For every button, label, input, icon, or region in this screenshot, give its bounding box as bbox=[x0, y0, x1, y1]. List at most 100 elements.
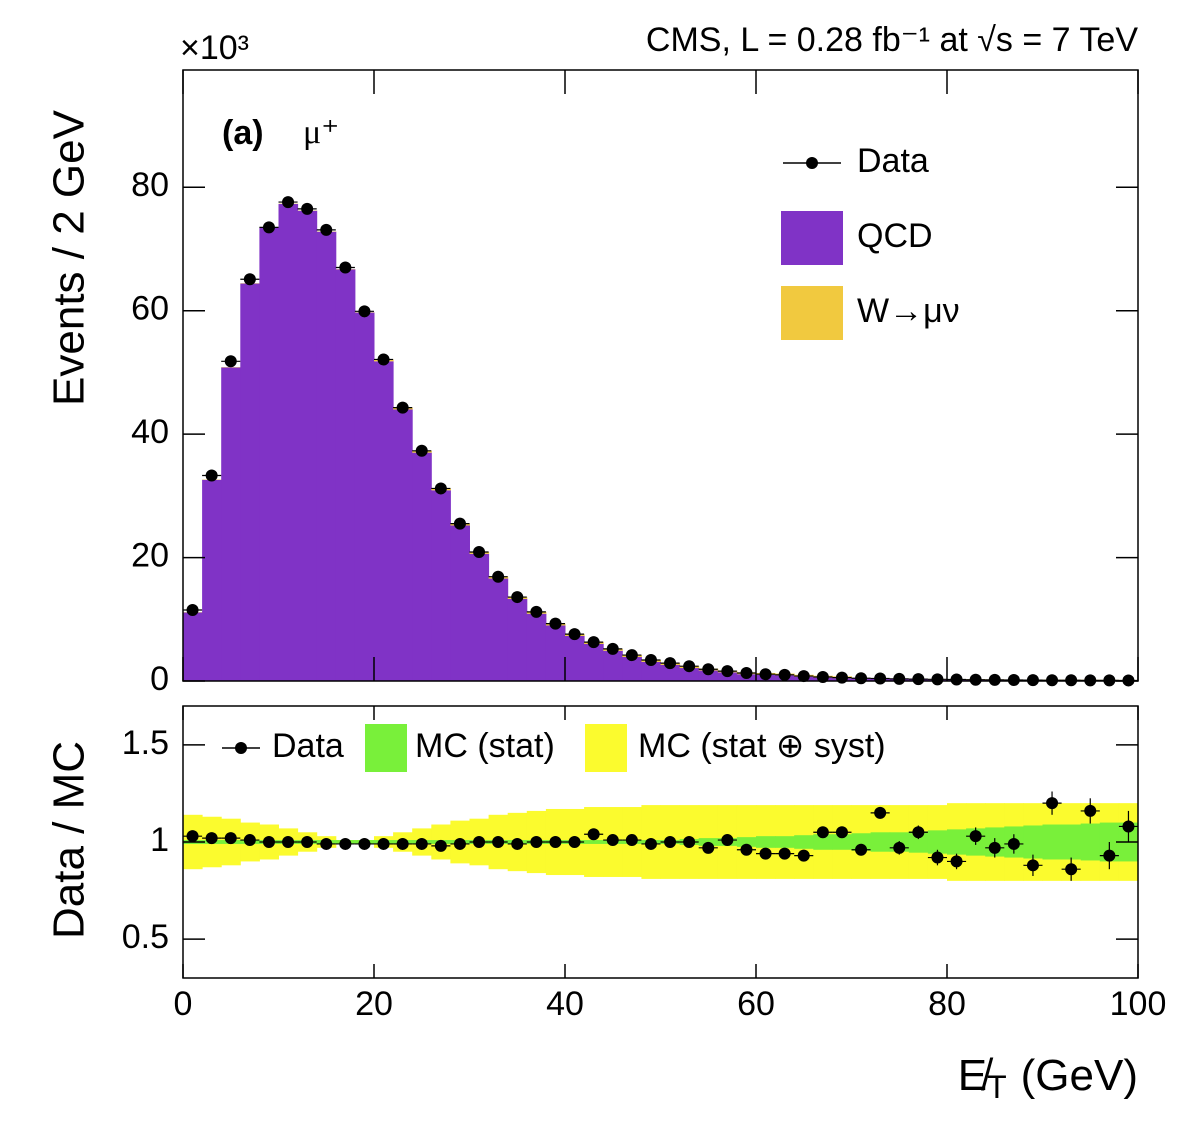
data-point bbox=[779, 848, 791, 860]
y-axis-label: Data / MC bbox=[45, 741, 94, 939]
data-point bbox=[740, 667, 752, 679]
histogram-bar bbox=[508, 599, 528, 681]
histogram-bar bbox=[412, 453, 432, 681]
data-point bbox=[549, 836, 561, 848]
data-point bbox=[1046, 797, 1058, 809]
data-point bbox=[569, 628, 581, 640]
histogram-bar bbox=[259, 228, 279, 681]
legend-marker bbox=[806, 157, 818, 169]
data-point bbox=[206, 469, 218, 481]
y-tick-label: 20 bbox=[131, 537, 169, 575]
histogram-bar bbox=[546, 625, 566, 681]
histogram-bar bbox=[355, 313, 375, 681]
data-point bbox=[339, 261, 351, 273]
histogram-bar bbox=[470, 554, 490, 681]
data-point bbox=[836, 672, 848, 684]
data-point bbox=[893, 842, 905, 854]
data-point bbox=[855, 672, 867, 684]
data-point bbox=[282, 836, 294, 848]
histogram bbox=[183, 196, 1139, 686]
histogram-bar bbox=[202, 480, 222, 681]
data-point bbox=[779, 669, 791, 681]
data-point bbox=[358, 305, 370, 317]
data-point bbox=[1122, 820, 1134, 832]
data-point bbox=[454, 518, 466, 530]
y-tick-label: 0 bbox=[150, 660, 169, 698]
data-point bbox=[187, 604, 199, 616]
data-point bbox=[435, 840, 447, 852]
data-point bbox=[339, 838, 351, 850]
data-point bbox=[702, 842, 714, 854]
data-point bbox=[416, 838, 428, 850]
panel-annotation: μ⁺ bbox=[303, 114, 339, 151]
histogram-bar bbox=[240, 284, 260, 681]
histogram-bar bbox=[336, 269, 356, 681]
data-point bbox=[951, 674, 963, 686]
data-point bbox=[225, 832, 237, 844]
data-point bbox=[492, 571, 504, 583]
data-point bbox=[244, 273, 256, 285]
data-point bbox=[435, 482, 447, 494]
data-point bbox=[626, 649, 638, 661]
histogram-bar bbox=[565, 636, 585, 681]
data-point bbox=[320, 838, 332, 850]
data-point bbox=[378, 353, 390, 365]
legend-marker bbox=[235, 742, 247, 754]
data-point bbox=[607, 643, 619, 655]
data-point bbox=[607, 834, 619, 846]
data-point bbox=[320, 224, 332, 236]
data-point bbox=[912, 826, 924, 838]
data-point bbox=[970, 674, 982, 686]
data-point bbox=[1103, 850, 1115, 862]
histogram-bar bbox=[393, 409, 413, 681]
uncertainty-band bbox=[1023, 825, 1043, 858]
y-tick-label: 1.5 bbox=[122, 724, 169, 762]
data-point bbox=[874, 673, 886, 685]
data-point bbox=[721, 834, 733, 846]
data-point bbox=[760, 848, 772, 860]
data-point bbox=[225, 355, 237, 367]
data-point bbox=[645, 838, 657, 850]
data-point bbox=[931, 673, 943, 685]
data-point bbox=[683, 660, 695, 672]
data-point bbox=[416, 445, 428, 457]
ratio bbox=[183, 791, 1139, 880]
legend-label: Data bbox=[857, 142, 929, 180]
legend-label: QCD bbox=[857, 217, 933, 255]
x-tick-label: 40 bbox=[546, 985, 584, 1023]
data-point bbox=[588, 636, 600, 648]
uncertainty-band bbox=[947, 829, 967, 854]
legend-label: MC (stat ⊕ syst) bbox=[638, 727, 886, 765]
data-point bbox=[244, 834, 256, 846]
x-tick-label: 60 bbox=[737, 985, 775, 1023]
y-tick-label: 1 bbox=[150, 821, 169, 859]
histogram-bar bbox=[298, 211, 318, 681]
data-point bbox=[645, 654, 657, 666]
chart-title: CMS, L = 0.28 fb⁻¹ at √s = 7 TeV bbox=[646, 21, 1138, 59]
data-point bbox=[626, 834, 638, 846]
data-point bbox=[282, 196, 294, 208]
histogram-bar bbox=[584, 644, 604, 681]
data-point bbox=[1046, 674, 1058, 686]
data-point bbox=[740, 844, 752, 856]
data-point bbox=[263, 221, 275, 233]
data-point bbox=[970, 830, 982, 842]
data-point bbox=[358, 838, 370, 850]
legend-label: MC (stat) bbox=[415, 727, 555, 765]
data-point bbox=[1008, 838, 1020, 850]
data-point bbox=[702, 663, 714, 675]
histogram-bar bbox=[431, 490, 451, 681]
data-point bbox=[912, 673, 924, 685]
data-point bbox=[1027, 674, 1039, 686]
data-point bbox=[206, 832, 218, 844]
uncertainty-band bbox=[775, 836, 795, 848]
data-point bbox=[530, 836, 542, 848]
data-point bbox=[931, 852, 943, 864]
data-point bbox=[951, 855, 963, 867]
data-point bbox=[454, 838, 466, 850]
x-tick-label: 20 bbox=[355, 985, 393, 1023]
legend-swatch bbox=[781, 211, 843, 265]
x-axis-label: E̸T(GeV) bbox=[958, 1051, 1138, 1106]
y-tick-label: 80 bbox=[131, 166, 169, 204]
